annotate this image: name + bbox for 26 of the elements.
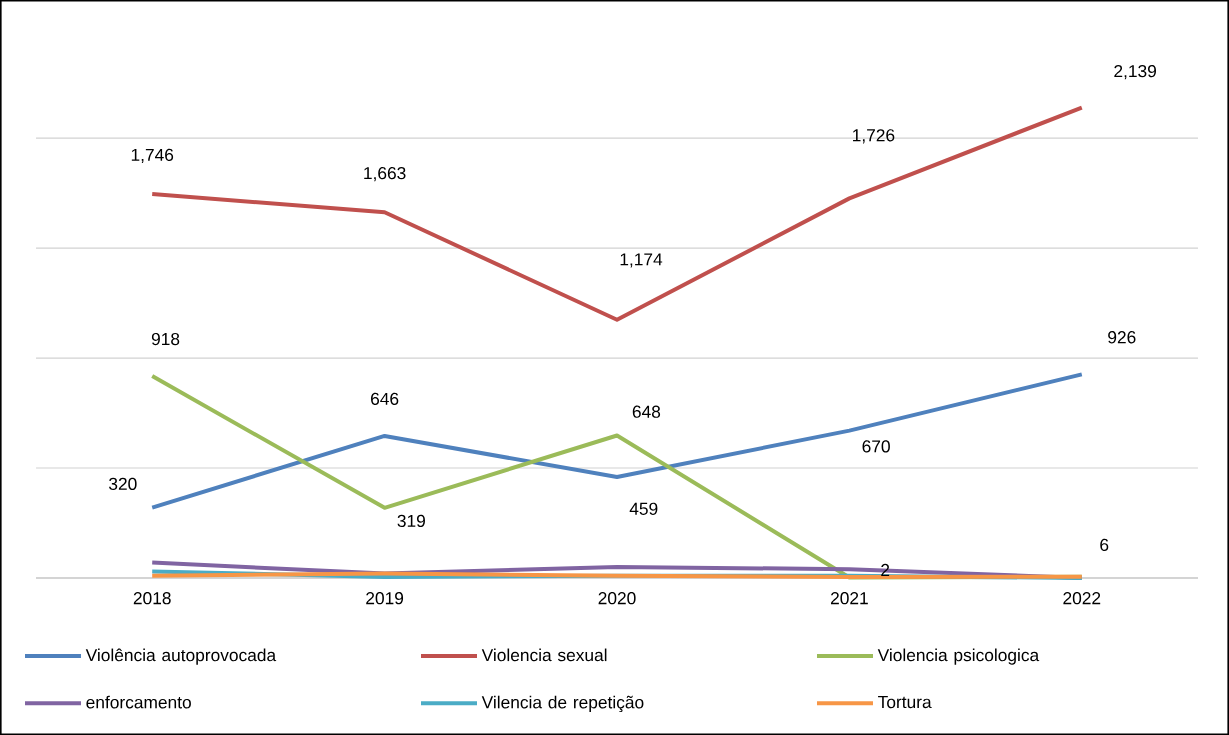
data-label: 2,139 [1114,64,1156,80]
x-tick-label: 2021 [831,592,868,605]
data-label: 6 [1100,538,1109,552]
legend-label: enforcamento [86,695,191,709]
data-label: 1,174 [620,253,663,268]
x-tick-label: 2022 [1063,592,1101,605]
data-label: 646 [371,392,399,405]
data-label: 670 [862,440,890,453]
data-label: 918 [151,332,180,346]
legend-label: Violência autoprovocada [85,648,277,665]
x-tick-label: 2018 [133,592,171,605]
legend-label: Vilencia de repetição [481,695,644,712]
data-label: 648 [632,405,661,418]
data-label: 320 [109,477,137,491]
legend-label: Violencia sexual [481,648,607,662]
legend-label: Tortura [878,696,932,709]
data-label: 2 [881,563,890,576]
legend-label: Violencia psicologica [877,648,1040,665]
data-label: 1,746 [131,148,174,164]
data-label: 926 [1108,331,1136,344]
data-label: 459 [629,502,658,515]
data-label: 1,663 [364,166,406,182]
x-tick-label: 2019 [366,592,404,605]
data-label: 1,726 [853,129,895,144]
x-tick-label: 2020 [598,592,636,605]
data-label: 319 [397,514,425,528]
